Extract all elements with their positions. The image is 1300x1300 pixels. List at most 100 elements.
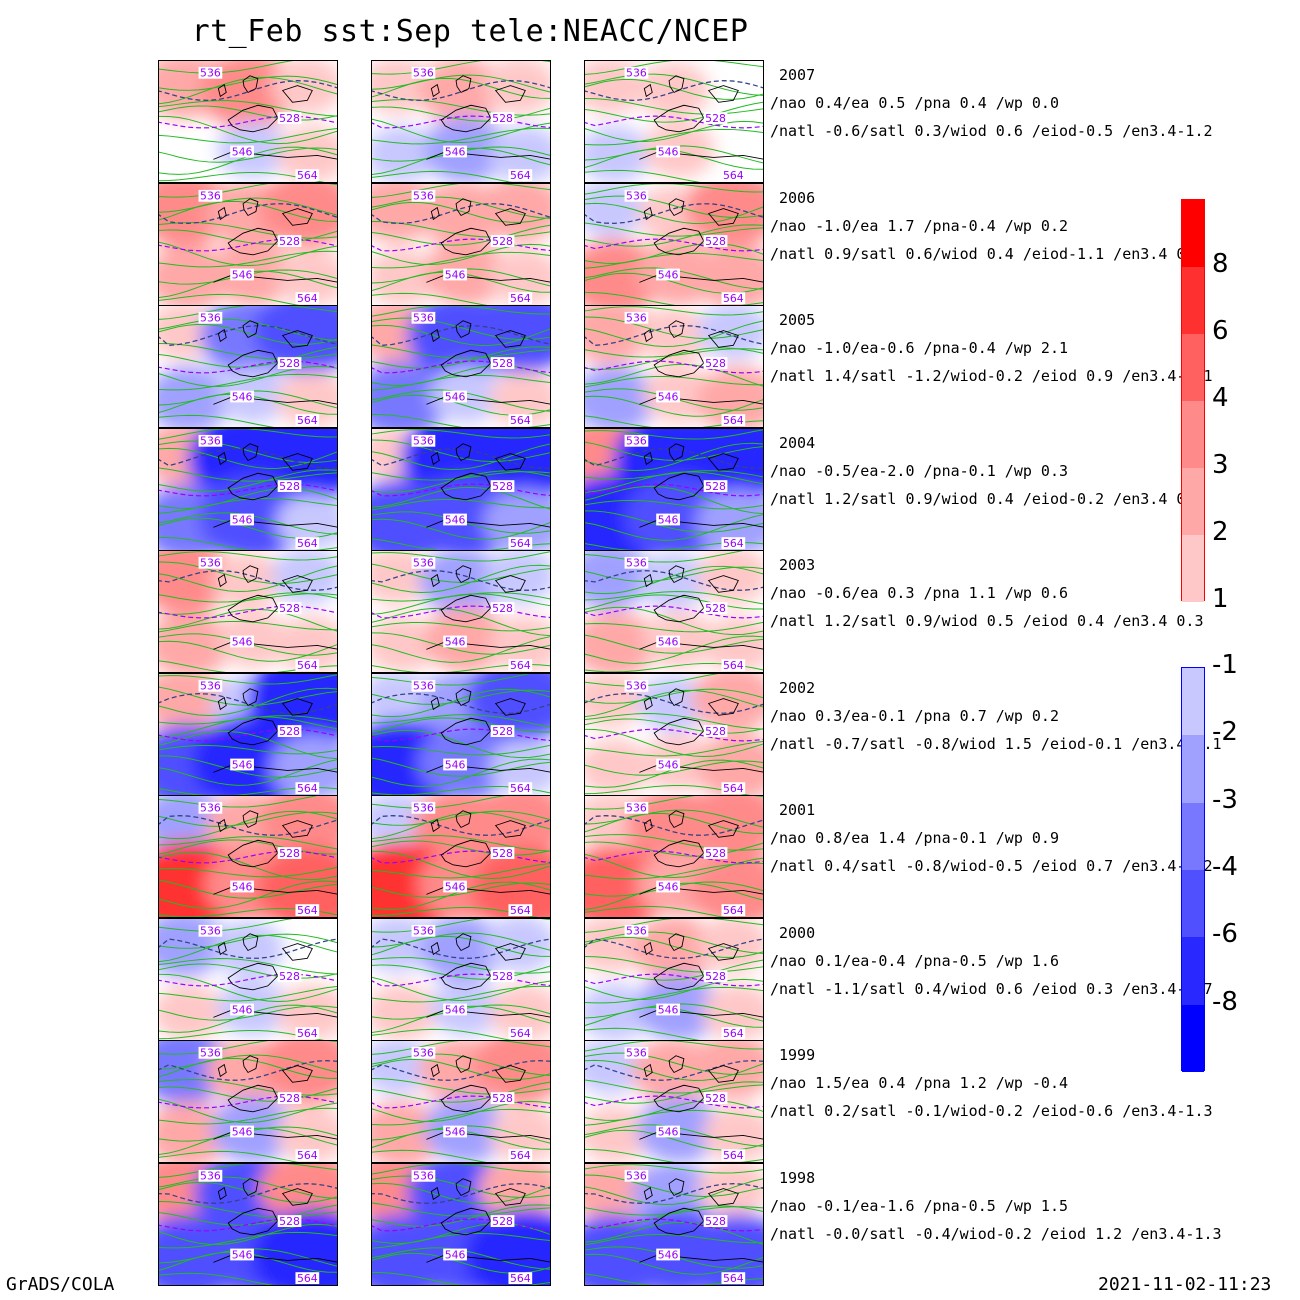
map-svg: 536 528 546 564 (372, 673, 550, 795)
coastline (639, 1131, 763, 1140)
contour-label: 536 (626, 802, 647, 815)
map-panel: 536 528 546 564 (158, 182, 338, 306)
colorbar-tick: -4 (1212, 852, 1238, 882)
height-contour (159, 730, 337, 759)
anomaly-blob (276, 1105, 337, 1162)
contour-label: 564 (723, 169, 744, 182)
map-svg: 536 528 546 564 (372, 183, 550, 305)
coastline (653, 594, 705, 623)
footer-timestamp: 2021-11-02-11:23 (1098, 1274, 1272, 1295)
contour-label: 536 (413, 1169, 434, 1182)
contour-label: 536 (626, 679, 647, 692)
height-contour (372, 673, 531, 686)
coastline (668, 75, 685, 94)
height-contour (159, 811, 337, 827)
index-line-2: /natl 0.4/satl -0.8/wiod-0.5 /eiod 0.7 /… (770, 857, 1213, 875)
contour-label: 536 (413, 67, 434, 80)
colorbar-negative (1181, 667, 1205, 1072)
coastline (639, 1253, 763, 1263)
coastline (639, 886, 763, 895)
climatology-contour (585, 605, 763, 619)
contour-label: 546 (658, 145, 679, 158)
height-contour (585, 1027, 700, 1040)
coastline (227, 962, 279, 990)
height-contour (585, 363, 763, 387)
coastline (217, 818, 227, 833)
height-contour (585, 594, 763, 610)
height-contour (159, 880, 337, 909)
contour-label: 546 (232, 513, 253, 526)
anomaly-blob (159, 1101, 231, 1162)
height-contour (159, 715, 337, 738)
height-contour (159, 1200, 337, 1218)
height-contour (159, 497, 337, 514)
map-svg: 536 528 546 564 (372, 306, 550, 427)
climatology-contour (159, 1182, 337, 1204)
contour-label: 536 (200, 189, 221, 202)
height-contour (372, 862, 550, 879)
height-contour (585, 809, 763, 828)
climatology-contour (372, 815, 550, 836)
climatology-contour (585, 202, 763, 224)
contour-label: 546 (658, 1125, 679, 1138)
height-contour (159, 440, 337, 463)
index-line-1: /nao -1.0/ea 1.7 /pna-0.4 /wp 0.2 (770, 216, 1069, 235)
coastline (242, 320, 259, 339)
height-contour (159, 61, 294, 74)
climatology-contour (159, 570, 337, 591)
coastline (653, 227, 705, 255)
climatology-contour (585, 692, 763, 714)
map-panel: 536 528 546 564 (158, 1162, 338, 1286)
coastline (281, 452, 313, 471)
height-contour (159, 1054, 337, 1073)
contour-label: 528 (279, 970, 300, 983)
index-line-1: /nao -0.5/ea-2.0 /pna-0.1 /wp 0.3 (770, 461, 1069, 480)
coastline (494, 575, 526, 593)
anomaly-blob (696, 243, 763, 305)
coastline (426, 151, 550, 160)
map-svg: 536 528 546 564 (159, 428, 337, 550)
height-contour (585, 1079, 763, 1094)
height-contour (159, 754, 337, 778)
contour-label: 564 (723, 1149, 744, 1162)
year-label: 2004 (779, 433, 816, 452)
coastline (440, 839, 492, 868)
contour-label: 546 (658, 390, 679, 403)
height-contour (159, 346, 337, 368)
height-contour (372, 413, 550, 427)
climatology-contour (585, 570, 763, 591)
colorbar-swatch (1182, 401, 1204, 468)
climatology-contour (585, 325, 763, 347)
height-contour (585, 905, 725, 917)
coastline (213, 151, 337, 160)
row-annotation: 2004/nao -0.5/ea-2.0 /pna-0.1 /wp 0.3/na… (770, 434, 1203, 508)
coastline (668, 565, 685, 584)
coastline (639, 518, 763, 528)
map-panel: 536 528 546 564 (158, 427, 338, 551)
height-contour (585, 442, 763, 471)
height-contour (159, 918, 293, 932)
climatology-contour (159, 692, 337, 714)
contour-label: 536 (626, 924, 647, 937)
height-contour (585, 183, 763, 195)
height-contour (585, 551, 744, 563)
coastline (426, 518, 550, 528)
coastline (217, 941, 227, 955)
anomaly-blob (691, 1041, 763, 1100)
height-contour (372, 106, 550, 122)
map-svg: 536 528 546 564 (585, 183, 763, 305)
map-panel: 536 528 546 564 (584, 427, 764, 551)
climatology-contour (372, 1182, 550, 1204)
colorbar-swatch (1182, 267, 1204, 334)
map-svg: 536 528 546 564 (372, 1163, 550, 1285)
coastline (242, 810, 259, 829)
climatology-contour (372, 570, 550, 591)
map-panel: 536 528 546 564 (371, 672, 551, 796)
coastline (707, 820, 739, 838)
anomaly-blob (702, 983, 763, 1040)
contour-label: 564 (723, 1027, 744, 1040)
index-line-2: /natl -1.1/satl 0.4/wiod 0.6 /eiod 0.3 /… (770, 979, 1213, 998)
contour-label: 564 (723, 782, 744, 795)
coastline (455, 442, 472, 461)
coastline (426, 763, 550, 773)
